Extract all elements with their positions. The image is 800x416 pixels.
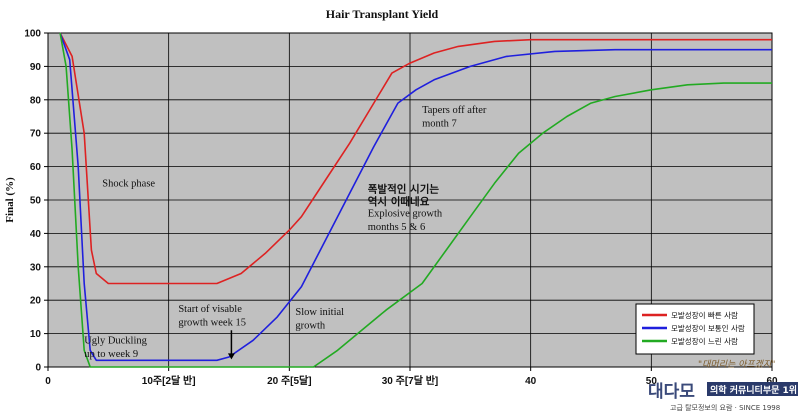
y-tick-label: 10 — [30, 329, 42, 340]
legend-label-slow: 모발성장이 느린 사람 — [671, 336, 738, 346]
annotation-text: Shock phase — [102, 179, 155, 190]
annotation-text: growth — [295, 321, 325, 332]
x-axis: 0 10주[2달 반] 20 주[5달] 30 주[7달 반] 40 50 60 — [45, 367, 778, 387]
series-line-slow — [59, 32, 772, 368]
annotation-text: Start of visable — [178, 304, 242, 315]
series-line-normal — [59, 32, 772, 362]
y-tick-label: 90 — [30, 62, 42, 73]
chart-title: Hair Transplant Yield — [326, 7, 439, 21]
annotations: Shock phase Start of visable growth week 1… — [84, 105, 487, 360]
x-tick-label: 0 — [45, 376, 51, 387]
annotation-text: 역시 이때네요 — [368, 195, 430, 208]
annotation-text: 폭발적인 시기는 — [368, 182, 440, 195]
watermark-banner-bg — [707, 382, 798, 396]
annotation-text: Tapers off after — [422, 105, 487, 116]
x-tick-label: 10주[2달 반] — [142, 374, 196, 387]
watermark-logo: 대다모 — [648, 382, 695, 402]
annotation-text: Slow initial — [295, 307, 344, 318]
annotation-text: month 7 — [422, 119, 457, 130]
legend: 모발성장이 빠른 사람 모발성장이 보통인 사람 모발성장이 느린 사람 — [635, 303, 755, 355]
y-tick-label: 80 — [30, 95, 42, 106]
y-tick-label: 0 — [35, 363, 41, 374]
y-tick-label: 100 — [24, 29, 41, 40]
legend-label-normal: 모발성장이 보통인 사람 — [671, 323, 745, 333]
y-tick-label: 50 — [30, 196, 42, 207]
watermark-tagline: "대머리는 아프겠지" — [698, 359, 775, 370]
y-tick-label: 60 — [30, 162, 42, 173]
arrow — [227, 330, 235, 360]
annotation-text: Ugly Duckling — [84, 336, 147, 347]
annotation-text: growth week 15 — [178, 317, 246, 328]
x-tick-label: 50 — [646, 376, 658, 387]
y-axis-label: Final (%) — [4, 177, 16, 223]
annotation-text: Explosive growth — [368, 209, 443, 220]
watermark-banner: 의학 커뮤니티부문 1위 — [710, 384, 797, 396]
legend-label-fast: 모발성장이 빠른 사람 — [671, 310, 738, 320]
x-tick-label: 20 주[5달] — [267, 375, 312, 387]
watermark-subline: 고급 탈모정보의 요람 · SINCE 1998 — [670, 403, 780, 412]
series-line-fast — [59, 32, 772, 285]
x-tick-label: 60 — [766, 376, 778, 387]
annotation-text: up to week 9 — [84, 349, 138, 360]
watermark: "대머리는 아프겠지" 대다모 의학 커뮤니티부문 1위 고급 탈모정보의 요람… — [648, 359, 798, 412]
arrow-head — [227, 353, 235, 360]
y-axis: 0 10 20 30 40 50 60 70 80 90 100 — [24, 29, 48, 374]
y-tick-label: 30 — [30, 262, 42, 273]
y-tick-label: 40 — [30, 229, 42, 240]
x-tick-label: 40 — [525, 376, 537, 387]
x-tick-label: 30 주[7달 반] — [382, 374, 439, 387]
y-tick-label: 70 — [30, 129, 42, 140]
annotation-text: months 5 & 6 — [368, 222, 425, 233]
y-tick-label: 20 — [30, 296, 42, 307]
series-group — [59, 32, 772, 368]
